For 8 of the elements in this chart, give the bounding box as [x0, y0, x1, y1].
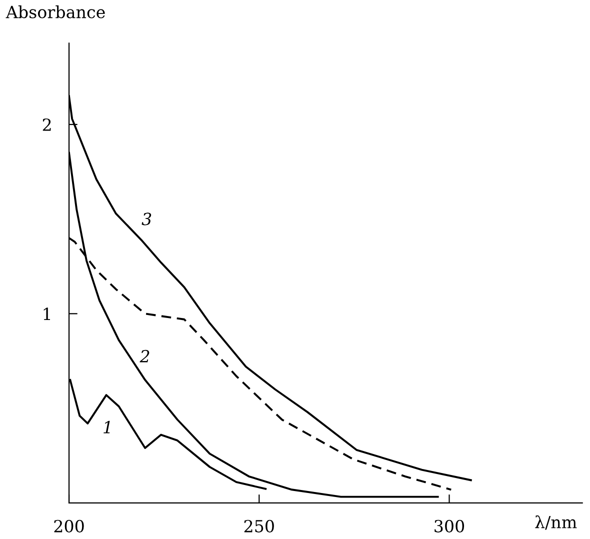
- y-axis-title: Absorbance: [6, 5, 105, 18]
- x-tick-label: 300: [434, 520, 464, 532]
- series-label: 1: [104, 420, 110, 434]
- series-label: 3: [142, 212, 152, 226]
- x-axis-title: λ/nm: [535, 515, 577, 530]
- x-tick-label: 200: [54, 520, 84, 532]
- series-label: 2: [140, 350, 150, 362]
- x-tick-label: 250: [244, 520, 274, 532]
